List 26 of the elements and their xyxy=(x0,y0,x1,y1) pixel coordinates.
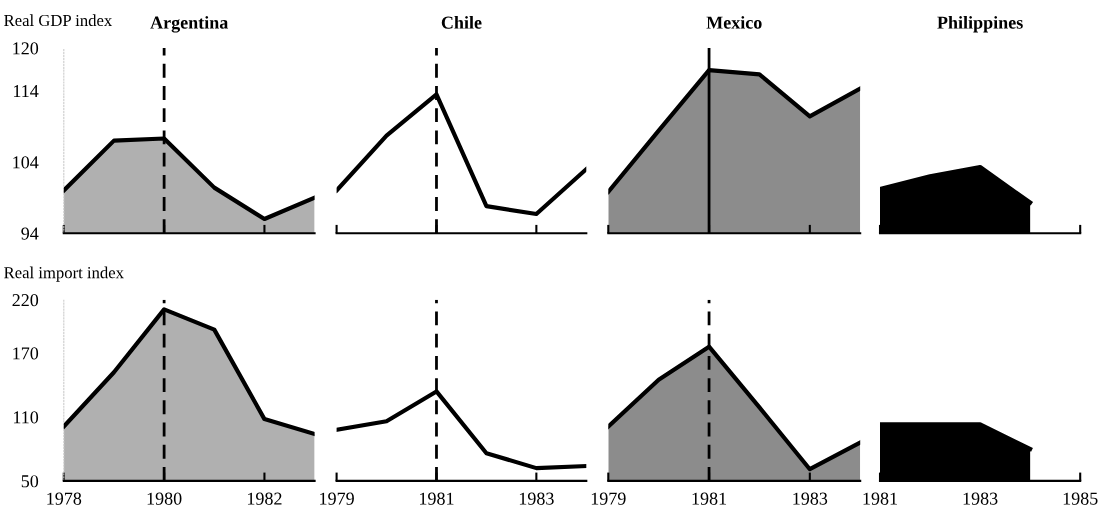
x-tick-label: 1980 xyxy=(147,492,182,505)
x-tick-label: 1981 xyxy=(863,492,897,505)
chart-title: Mexico xyxy=(706,16,762,29)
x-tick-label: 1979 xyxy=(320,492,354,505)
x-tick-label: 1983 xyxy=(519,492,554,505)
y-tick-label: 110 xyxy=(13,411,39,424)
y-axis-title: Real GDP index xyxy=(4,14,113,27)
chart-title: Chile xyxy=(441,16,482,29)
y-tick-label: 170 xyxy=(13,347,39,360)
x-tick-label: 1983 xyxy=(793,492,828,505)
chart-title: Philippines xyxy=(937,16,1023,33)
y-tick-label: 220 xyxy=(12,294,39,307)
x-tick-label: 1979 xyxy=(591,492,626,505)
x-tick-label: 1981 xyxy=(420,492,454,505)
y-axis-title: Real import index xyxy=(4,266,124,282)
y-tick-label: 104 xyxy=(13,156,39,169)
x-tick-label: 1982 xyxy=(247,492,282,505)
x-tick-label: 1985 xyxy=(1063,492,1098,505)
y-tick-label: 50 xyxy=(21,475,39,488)
y-tick-label: 120 xyxy=(13,42,39,55)
x-tick-label: 1981 xyxy=(692,492,727,505)
x-tick-label: 1983 xyxy=(963,492,998,505)
chart-title: Argentina xyxy=(150,16,229,33)
x-tick-label: 1978 xyxy=(47,492,82,505)
y-tick-label: 114 xyxy=(13,85,39,97)
y-tick-label: 94 xyxy=(21,227,39,240)
